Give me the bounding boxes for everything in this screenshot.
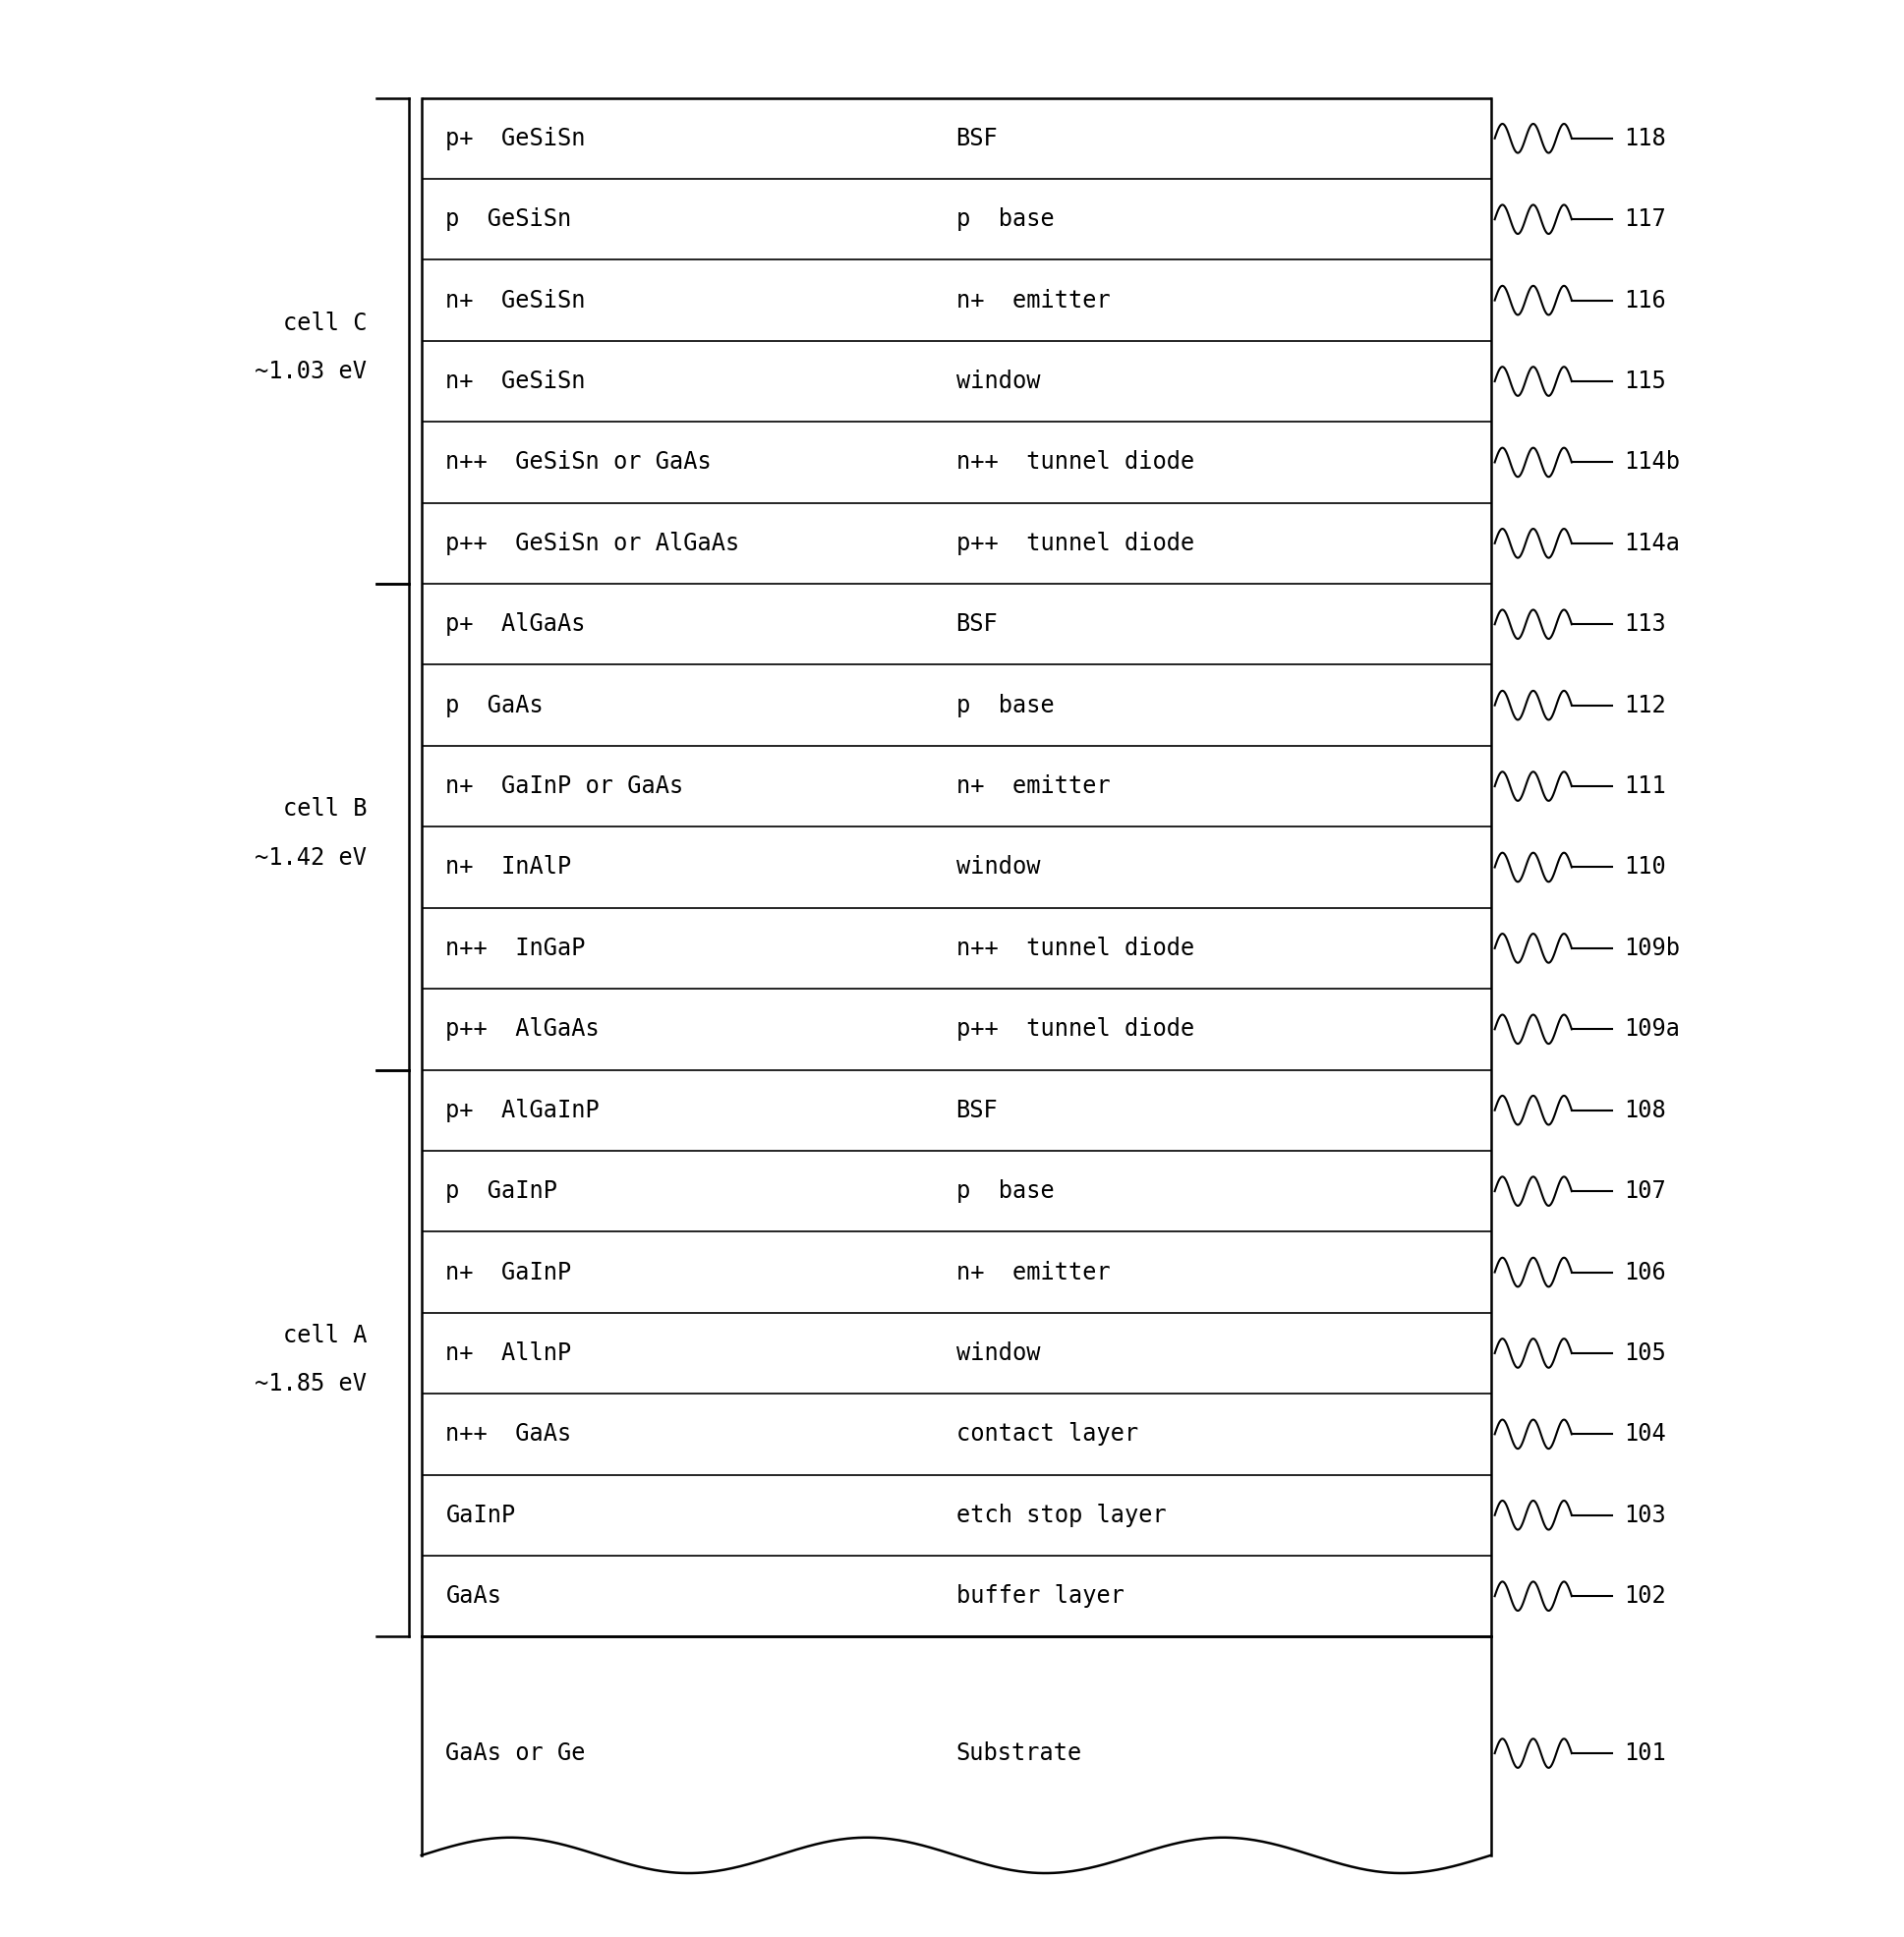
Text: p++  tunnel diode: p++ tunnel diode: [956, 1017, 1194, 1040]
Text: n++  GaAs: n++ GaAs: [446, 1422, 571, 1447]
Text: GaAs: GaAs: [446, 1584, 503, 1608]
Text: p  GaInP: p GaInP: [446, 1180, 558, 1203]
Text: p  base: p base: [956, 693, 1055, 717]
Text: p  GaAs: p GaAs: [446, 693, 545, 717]
Text: p+  AlGaAs: p+ AlGaAs: [446, 612, 586, 635]
Text: ~1.42 eV: ~1.42 eV: [255, 846, 367, 870]
Text: BSF: BSF: [956, 1098, 998, 1122]
Text: p++  AlGaAs: p++ AlGaAs: [446, 1017, 600, 1040]
Text: Substrate: Substrate: [956, 1741, 1081, 1765]
Text: p  GeSiSn: p GeSiSn: [446, 207, 571, 231]
Text: n+  InAlP: n+ InAlP: [446, 856, 571, 879]
Text: 109a: 109a: [1624, 1017, 1681, 1040]
Text: n++  tunnel diode: n++ tunnel diode: [956, 451, 1194, 475]
Text: BSF: BSF: [956, 126, 998, 151]
Text: 111: 111: [1624, 775, 1666, 798]
Text: 103: 103: [1624, 1503, 1666, 1526]
Text: n+  GeSiSn: n+ GeSiSn: [446, 370, 586, 393]
Text: n++  GeSiSn or GaAs: n++ GeSiSn or GaAs: [446, 451, 712, 475]
Text: p+  GeSiSn: p+ GeSiSn: [446, 126, 586, 151]
Text: 116: 116: [1624, 289, 1666, 312]
Text: p++  tunnel diode: p++ tunnel diode: [956, 531, 1194, 556]
Text: 114b: 114b: [1624, 451, 1681, 475]
Text: p  base: p base: [956, 207, 1055, 231]
Text: etch stop layer: etch stop layer: [956, 1503, 1165, 1526]
Text: ~1.85 eV: ~1.85 eV: [255, 1371, 367, 1397]
Text: n++  InGaP: n++ InGaP: [446, 936, 586, 961]
Text: cell B: cell B: [284, 798, 367, 821]
Text: 108: 108: [1624, 1098, 1666, 1122]
Text: cell A: cell A: [284, 1323, 367, 1346]
Text: cell C: cell C: [284, 312, 367, 335]
Text: p++  GeSiSn or AlGaAs: p++ GeSiSn or AlGaAs: [446, 531, 741, 556]
Text: GaInP: GaInP: [446, 1503, 516, 1526]
Text: BSF: BSF: [956, 612, 998, 635]
Text: n+  GeSiSn: n+ GeSiSn: [446, 289, 586, 312]
Text: n+  GaInP: n+ GaInP: [446, 1261, 571, 1284]
Text: n+  emitter: n+ emitter: [956, 1261, 1110, 1284]
Text: 106: 106: [1624, 1261, 1666, 1284]
Text: ~1.03 eV: ~1.03 eV: [255, 360, 367, 384]
Text: 109b: 109b: [1624, 936, 1681, 961]
Text: window: window: [956, 1342, 1040, 1366]
Text: 105: 105: [1624, 1342, 1666, 1366]
Text: 101: 101: [1624, 1741, 1666, 1765]
Text: 110: 110: [1624, 856, 1666, 879]
Text: p+  AlGaInP: p+ AlGaInP: [446, 1098, 600, 1122]
Text: 113: 113: [1624, 612, 1666, 635]
Text: buffer layer: buffer layer: [956, 1584, 1123, 1608]
Text: 107: 107: [1624, 1180, 1666, 1203]
Text: 117: 117: [1624, 207, 1666, 231]
Text: n+  emitter: n+ emitter: [956, 775, 1110, 798]
Text: n+  AllnP: n+ AllnP: [446, 1342, 571, 1366]
Text: 118: 118: [1624, 126, 1666, 151]
Text: n++  tunnel diode: n++ tunnel diode: [956, 936, 1194, 961]
Text: 112: 112: [1624, 693, 1666, 717]
Text: p  base: p base: [956, 1180, 1055, 1203]
Text: window: window: [956, 856, 1040, 879]
Text: window: window: [956, 370, 1040, 393]
Text: GaAs or Ge: GaAs or Ge: [446, 1741, 586, 1765]
Text: contact layer: contact layer: [956, 1422, 1139, 1447]
Text: n+  GaInP or GaAs: n+ GaInP or GaAs: [446, 775, 684, 798]
Text: 102: 102: [1624, 1584, 1666, 1608]
Text: 104: 104: [1624, 1422, 1666, 1447]
Text: 114a: 114a: [1624, 531, 1681, 556]
Text: n+  emitter: n+ emitter: [956, 289, 1110, 312]
Text: 115: 115: [1624, 370, 1666, 393]
